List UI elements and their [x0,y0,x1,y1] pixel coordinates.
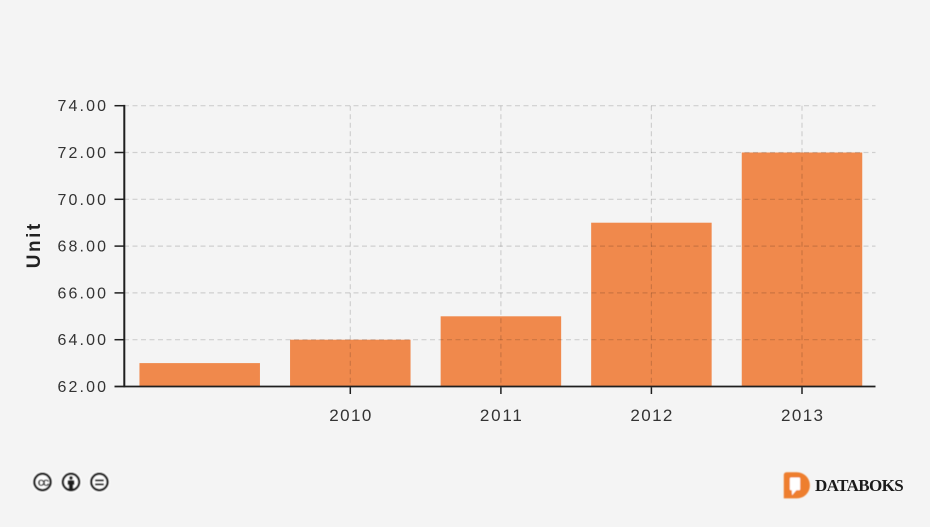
svg-text:2012: 2012 [630,406,672,425]
svg-text:64.00: 64.00 [58,332,107,349]
svg-text:70.00: 70.00 [58,192,107,209]
svg-text:2010: 2010 [329,406,371,425]
svg-text:72.00: 72.00 [58,145,107,162]
svg-text:68.00: 68.00 [58,239,107,256]
svg-text:74.00: 74.00 [58,98,107,115]
svg-text:62.00: 62.00 [58,379,107,396]
svg-text:Unit: Unit [24,223,45,268]
svg-text:2013: 2013 [781,406,823,425]
svg-text:DATABOKS: DATABOKS [815,476,903,495]
svg-text:66.00: 66.00 [58,285,107,302]
